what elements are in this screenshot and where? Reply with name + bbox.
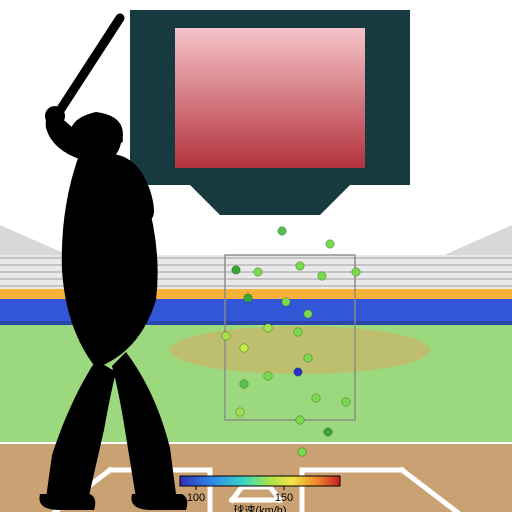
pitch-marker: [254, 268, 262, 276]
pitch-marker: [278, 227, 286, 235]
pitch-marker: [236, 408, 244, 416]
pitch-marker: [294, 328, 302, 336]
pitch-marker: [326, 240, 334, 248]
pitch-location-chart: 100 150球速(km/h): [0, 0, 512, 512]
pitch-marker: [264, 324, 272, 332]
pitch-marker: [294, 368, 302, 376]
pitch-marker: [232, 266, 240, 274]
pitch-marker: [304, 310, 312, 318]
colorbar-axis-label: 球速(km/h): [233, 503, 286, 512]
colorbar-tick-label: 100: [187, 492, 205, 504]
pitch-marker: [298, 448, 306, 456]
pitch-marker: [282, 298, 290, 306]
pitch-marker: [318, 272, 326, 280]
pitch-marker: [264, 372, 272, 380]
colorbar-gradient: [180, 476, 340, 486]
pitch-marker: [240, 344, 248, 352]
pitch-marker: [312, 394, 320, 402]
pitch-marker: [342, 398, 350, 406]
pitch-marker: [222, 332, 230, 340]
pitch-marker: [296, 416, 304, 424]
pitch-marker: [240, 380, 248, 388]
pitch-marker: [352, 268, 360, 276]
pitch-marker: [244, 294, 252, 302]
pitch-marker: [304, 354, 312, 362]
pitch-marker: [296, 262, 304, 270]
colorbar-tick-label: 150: [275, 492, 293, 504]
pitch-marker: [324, 428, 332, 436]
